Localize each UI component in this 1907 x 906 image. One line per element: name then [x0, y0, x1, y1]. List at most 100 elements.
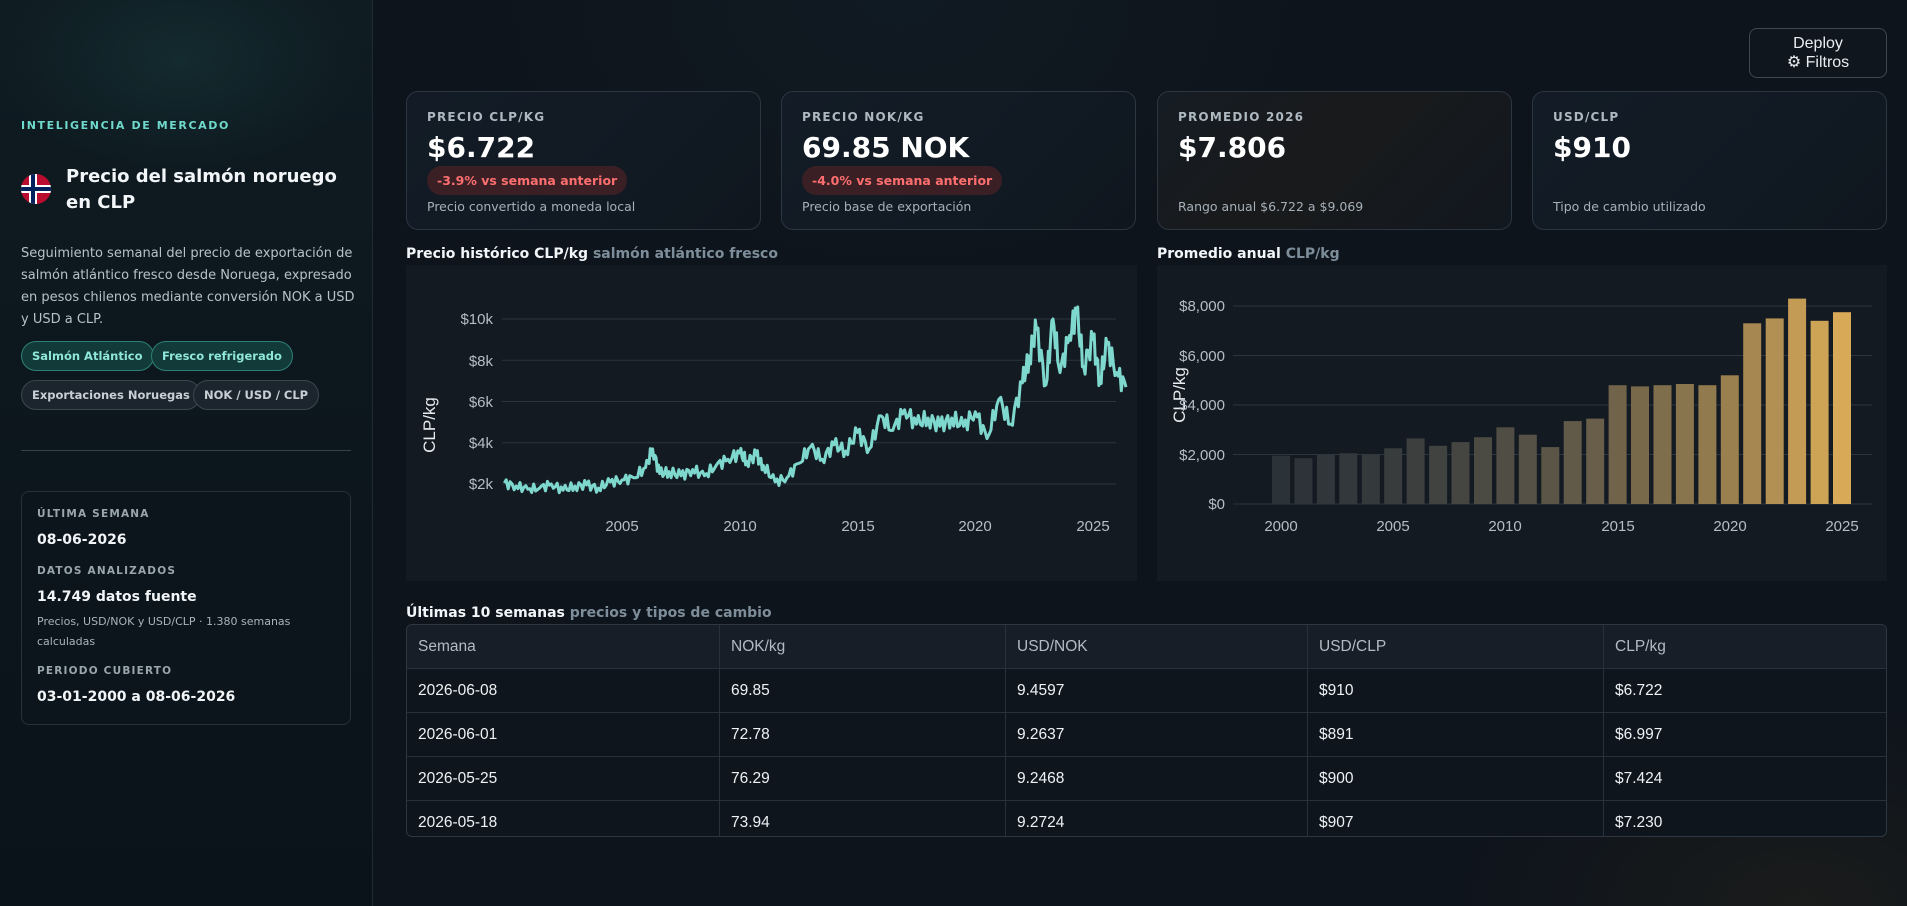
kpi-card-promedio: PROMEDIO 2026 $7.806 Rango anual $6.722 … — [1157, 91, 1512, 230]
tag-nok-usd-clp: NOK / USD / CLP — [193, 380, 320, 410]
annual-title-main: Promedio anual — [1157, 246, 1281, 262]
x-tick: 2020 — [1713, 518, 1746, 535]
annual-title-muted: CLP/kg — [1285, 246, 1340, 262]
table-cell: 69.85 — [720, 669, 1006, 713]
table-cell: 2026-06-08 — [407, 669, 720, 713]
annual-bar-2024 — [1810, 320, 1829, 504]
annual-bar-2022 — [1765, 318, 1784, 504]
data-label: DATOS ANALIZADOS — [37, 565, 177, 577]
kpi-card-usdclp: USD/CLP $910 Tipo de cambio utilizado — [1532, 91, 1887, 230]
historic-price-svg: CLP/kg $2k $4k $6k $8k $10k 2005 2010 20… — [420, 305, 1128, 535]
table-cell: 9.2468 — [1006, 757, 1308, 801]
sidebar-title: Precio del salmón noruego en CLP — [66, 166, 337, 213]
annual-bar-2018 — [1675, 384, 1694, 504]
last-week-label: ÚLTIMA SEMANA — [37, 508, 150, 520]
annual-chart-title: Promedio anual CLP/kg — [1157, 246, 1340, 262]
deploy-button[interactable]: Deploy ⚙ Filtros — [1749, 28, 1887, 78]
tag-salmon-atlantico: Salmón Atlántico — [21, 341, 154, 371]
table-row: 2026-06-01 72.78 9.2637 $891 $6.997 — [407, 713, 1886, 757]
annual-bar-2019 — [1698, 385, 1717, 504]
annual-bar-2025 — [1833, 312, 1851, 504]
annual-bar-2010 — [1496, 427, 1515, 504]
y-tick: $6,000 — [1179, 348, 1225, 365]
column-header[interactable]: USD/NOK — [1006, 625, 1308, 669]
historic-title-main: Precio histórico CLP/kg — [406, 246, 589, 262]
table-row: 2026-05-18 73.94 9.2724 $907 $7.230 — [407, 801, 1886, 836]
kpi-card-clp: PRECIO CLP/KG $6.722 -3.9% vs semana ant… — [406, 91, 761, 230]
data-sub: Precios, USD/NOK y USD/CLP · 1.380 seman… — [37, 615, 291, 648]
tag-fresco-refrigerado: Fresco refrigerado — [151, 341, 293, 371]
annual-y-axis-label: CLP/kg — [1170, 367, 1189, 423]
table-cell: 72.78 — [720, 713, 1006, 757]
sidebar: INTELIGENCIA DE MERCADO Precio del salmó… — [0, 0, 373, 906]
table-cell: 9.4597 — [1006, 669, 1308, 713]
x-tick: 2005 — [605, 518, 638, 535]
historic-title-muted: salmón atlántico fresco — [592, 246, 778, 262]
annual-bar-2006 — [1406, 438, 1425, 504]
filters-label: ⚙ Filtros — [1786, 54, 1850, 71]
table-row: 2026-06-08 69.85 9.4597 $910 $6.722 — [407, 669, 1886, 713]
sidebar-divider — [21, 450, 351, 451]
price-series-line — [503, 305, 1128, 495]
annual-average-chart: CLP/kg $0 $2,000 $4,000 $6,000 $8,000 20… — [1157, 265, 1887, 581]
table-cell: $6.722 — [1615, 682, 1663, 699]
annual-bar-2012 — [1541, 447, 1560, 504]
table-cell: 9.2724 — [1006, 801, 1308, 836]
table-cell: $7.230 — [1615, 814, 1663, 831]
kpi-label: PRECIO CLP/KG — [427, 110, 546, 124]
weeks-table[interactable]: Semana NOK/kg USD/NOK USD/CLP CLP/kg 202… — [406, 624, 1887, 837]
table-cell: 2026-05-25 — [407, 757, 720, 801]
x-tick: 2015 — [841, 518, 874, 535]
table-title-main: Últimas 10 semanas — [406, 605, 565, 621]
kpi-value: 69.85 NOK — [802, 131, 970, 164]
summary-card: ÚLTIMA SEMANA 08-06-2026 DATOS ANALIZADO… — [21, 491, 351, 725]
column-header[interactable]: Semana — [407, 625, 720, 669]
annual-bar-2021 — [1743, 323, 1762, 504]
kpi-value: $910 — [1553, 131, 1631, 164]
annual-bar-2015 — [1608, 385, 1627, 504]
column-header[interactable]: CLP/kg — [1615, 638, 1666, 655]
x-tick: 2020 — [958, 518, 991, 535]
y-tick: $4,000 — [1179, 397, 1225, 414]
kpi-sub: Tipo de cambio utilizado — [1553, 199, 1706, 214]
annual-bar-2013 — [1563, 421, 1582, 504]
table-row: 2026-05-25 76.29 9.2468 $900 $7.424 — [407, 757, 1886, 801]
annual-bar-2014 — [1586, 418, 1605, 504]
x-tick: 2025 — [1825, 518, 1858, 535]
kpi-sub: Precio base de exportación — [802, 199, 972, 214]
table-cell: $891 — [1308, 713, 1604, 757]
y-tick: $6k — [469, 394, 494, 411]
kpi-value: $7.806 — [1178, 131, 1287, 164]
annual-bar-2011 — [1518, 434, 1537, 504]
table-title-muted: precios y tipos de cambio — [569, 605, 772, 621]
x-tick: 2000 — [1264, 518, 1297, 535]
table-cell: $7.424 — [1615, 770, 1663, 787]
y-tick: $4k — [469, 435, 494, 452]
annual-bar-2017 — [1653, 385, 1672, 504]
table-cell: 73.94 — [720, 801, 1006, 836]
table-cell: 9.2637 — [1006, 713, 1308, 757]
annual-bar-2005 — [1384, 448, 1403, 504]
x-tick: 2010 — [1488, 518, 1521, 535]
y-tick: $10k — [460, 311, 493, 328]
annual-bar-2023 — [1788, 298, 1807, 504]
kpi-sub: Precio convertido a moneda local — [427, 199, 636, 214]
column-header[interactable]: NOK/kg — [720, 625, 1006, 669]
historic-y-axis-label: CLP/kg — [420, 397, 439, 453]
x-tick: 2015 — [1601, 518, 1634, 535]
historic-chart-title: Precio histórico CLP/kg salmón atlántico… — [406, 246, 778, 262]
annual-bar-2007 — [1429, 445, 1448, 504]
y-tick: $2,000 — [1179, 447, 1225, 464]
kpi-card-nok: PRECIO NOK/KG 69.85 NOK -4.0% vs semana … — [781, 91, 1136, 230]
annual-bar-2020 — [1720, 375, 1739, 504]
kpi-label: PRECIO NOK/KG — [802, 110, 925, 124]
tag-exportaciones-noruegas: Exportaciones Noruegas — [21, 380, 201, 410]
sidebar-description: Seguimiento semanal del precio de export… — [21, 246, 355, 327]
x-tick: 2005 — [1376, 518, 1409, 535]
annual-bar-2002 — [1316, 454, 1335, 504]
annual-bar-2016 — [1631, 386, 1649, 504]
x-tick: 2010 — [723, 518, 756, 535]
annual-bar-2001 — [1294, 458, 1313, 504]
column-header[interactable]: USD/CLP — [1308, 625, 1604, 669]
kpi-value: $6.722 — [427, 131, 536, 164]
